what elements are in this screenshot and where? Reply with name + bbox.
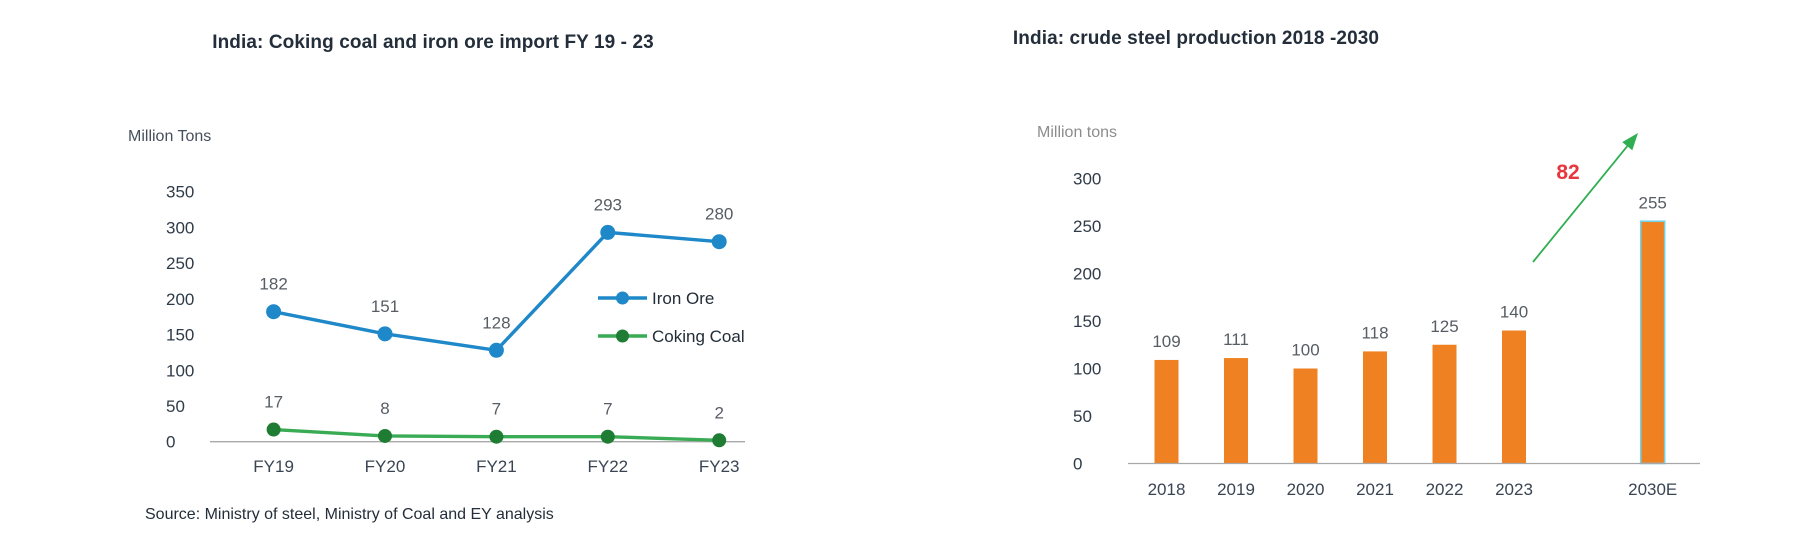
data-point-label: 7 — [492, 400, 501, 419]
bar — [1293, 368, 1318, 464]
y-tick-label: 100 — [1073, 360, 1101, 379]
data-point-marker — [378, 428, 392, 443]
right-unit-label: Million tons — [1037, 124, 1118, 141]
data-point-marker — [712, 433, 727, 448]
right-chart-group: 0 50 100 150 200 250 300 109 2018 111 2019 100 2020 1… — [1073, 133, 1700, 499]
bar-value-label: 109 — [1152, 332, 1180, 351]
data-point-marker — [377, 326, 393, 342]
x-axis-label: 2019 — [1217, 480, 1255, 499]
data-point-label: 280 — [705, 205, 733, 224]
y-tick-label: 150 — [1073, 312, 1101, 331]
data-point-marker — [600, 429, 615, 444]
data-point-label: 17 — [264, 393, 283, 412]
data-point-label: 2 — [714, 403, 723, 422]
source-note: Source: Ministry of steel, Ministry of C… — [145, 506, 554, 523]
x-axis-label: FY22 — [587, 457, 628, 476]
growth-arrow-head — [1622, 133, 1638, 151]
legend-marker-sample — [616, 291, 629, 305]
y-tick-label: 50 — [166, 397, 185, 416]
x-axis-label: 2020 — [1287, 480, 1325, 499]
left-unit-label: Million Tons — [128, 128, 212, 145]
growth-arrow-line — [1532, 145, 1628, 263]
x-axis-label: 2030E — [1628, 480, 1677, 499]
y-tick-label: 50 — [1073, 407, 1092, 426]
bar — [1363, 351, 1387, 464]
x-axis-label: 2021 — [1356, 480, 1394, 499]
y-tick-label: 200 — [166, 290, 194, 309]
x-axis-label: 2022 — [1426, 480, 1464, 499]
x-axis-label: FY21 — [476, 457, 517, 476]
data-point-marker — [266, 422, 281, 437]
data-point-label: 128 — [482, 313, 510, 332]
data-point-label: 151 — [371, 297, 399, 316]
bar — [1432, 344, 1457, 464]
left-chart-group: 0 50 100 150 200 250 300 350 FY19 FY20 FY21 FY22 FY2… — [166, 183, 745, 476]
x-axis-label: 2023 — [1495, 480, 1533, 499]
y-tick-label: 250 — [166, 254, 194, 273]
data-point-label: 182 — [259, 275, 287, 294]
x-axis-label: FY20 — [365, 457, 406, 476]
bar — [1154, 359, 1179, 464]
right-chart-title: India: crude steel production 2018 -2030 — [1012, 28, 1380, 49]
left-chart-title: India: Coking coal and iron ore import F… — [212, 32, 654, 53]
y-tick-label: 200 — [1073, 265, 1101, 284]
bar-value-label: 125 — [1430, 317, 1458, 336]
y-tick-label: 150 — [166, 326, 194, 345]
y-tick-label: 0 — [1073, 455, 1082, 474]
legend-item: Coking Coal — [598, 327, 745, 346]
x-axis-label: FY23 — [699, 457, 740, 476]
bar — [1224, 358, 1248, 464]
data-point-marker — [711, 234, 727, 250]
data-point-marker — [600, 224, 616, 240]
data-point-label: 293 — [594, 195, 622, 214]
y-tick-label: 300 — [1073, 170, 1101, 189]
x-axis-label: 2018 — [1148, 480, 1186, 499]
growth-annotation: 82 — [1556, 161, 1580, 184]
y-tick-label: 0 — [166, 433, 175, 452]
bar-value-label: 140 — [1500, 303, 1528, 322]
legend: Iron Ore Coking Coal — [598, 289, 745, 346]
data-point-marker — [489, 429, 504, 444]
legend-marker-sample — [616, 329, 629, 343]
y-tick-label: 100 — [166, 361, 194, 380]
data-point-marker — [266, 304, 282, 320]
bar-value-label: 111 — [1223, 330, 1249, 349]
data-point-label: 7 — [603, 400, 612, 419]
legend-label: Iron Ore — [652, 289, 714, 308]
x-axis-label: FY19 — [253, 457, 294, 476]
data-point-marker — [488, 342, 504, 358]
y-tick-label: 250 — [1073, 217, 1101, 236]
bar-estimate-highlighted — [1639, 220, 1666, 465]
y-tick-label: 350 — [166, 183, 194, 202]
legend-item: Iron Ore — [598, 289, 714, 308]
legend-label: Coking Coal — [652, 327, 745, 346]
bar-value-label: 100 — [1291, 341, 1319, 360]
bar-value-label: 118 — [1361, 323, 1388, 342]
growth-arrow — [1532, 133, 1638, 263]
bar-value-label: 255 — [1639, 193, 1667, 212]
data-point-label: 8 — [380, 399, 389, 418]
y-tick-label: 300 — [166, 218, 194, 237]
bar — [1502, 330, 1526, 464]
